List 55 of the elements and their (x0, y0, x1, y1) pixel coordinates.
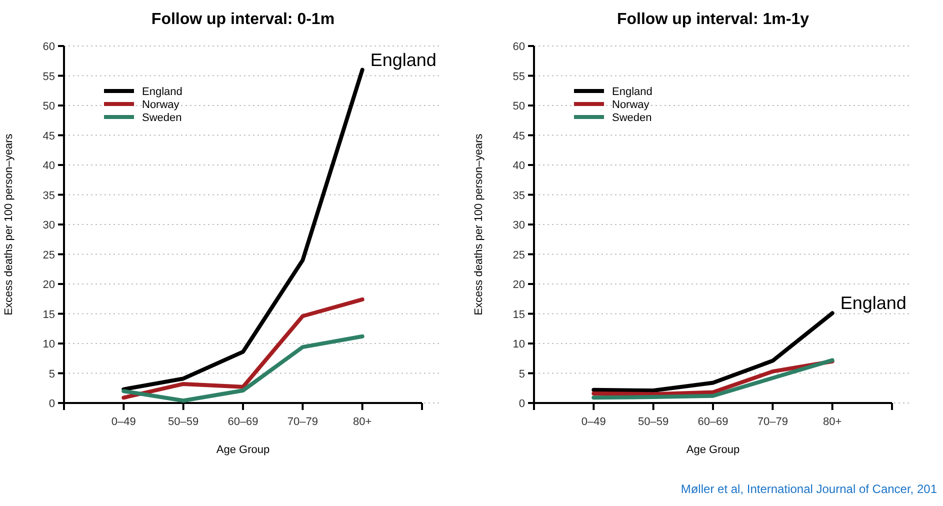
x-tick-label: 60–69 (228, 416, 258, 428)
line-series (122, 334, 364, 403)
y-tick-label: 30 (512, 220, 525, 232)
text: Møller et al, International Journal of Cancer, 201 (680, 482, 938, 496)
y-tick-label: 60 (512, 41, 525, 53)
y-tick-label: 20 (512, 279, 525, 291)
y-tick-label: 40 (42, 160, 55, 172)
y-tick-label: 15 (42, 308, 55, 321)
x-axis-title: Age Group (216, 444, 270, 456)
x-tick-label: 80+ (822, 416, 842, 428)
y-tick-label: 40 (512, 160, 525, 172)
x-tick-label: 0–49 (581, 416, 606, 428)
x-tick-label: 70–79 (757, 416, 788, 428)
legend-label: Sweden (142, 112, 182, 124)
y-tick-label: 55 (42, 70, 55, 83)
x-tick-label: 50–59 (638, 416, 669, 428)
annotation: England (840, 293, 906, 314)
x-tick-label: 70–79 (287, 416, 318, 428)
y-tick-label: 0 (48, 398, 55, 410)
x-tick-label: 60–69 (698, 416, 728, 428)
y-tick-label: 60 (42, 41, 55, 53)
y-tick-label: 5 (48, 368, 55, 380)
y-tick-label: 35 (512, 190, 525, 202)
chart-title: Follow up interval: 0-1m (151, 11, 335, 28)
x-tick-label: 0–49 (111, 416, 136, 428)
line-series (122, 297, 364, 400)
y-tick-label: 0 (518, 398, 525, 410)
y-tick-label: 35 (42, 190, 55, 202)
annotation: England (370, 50, 436, 70)
y-tick-label: 10 (42, 338, 55, 350)
legend-label: England (612, 86, 652, 98)
line-series (122, 68, 364, 392)
y-tick-label: 25 (42, 249, 55, 262)
chart-title: Follow up interval: 1m-1y (616, 11, 810, 28)
line-series (592, 311, 834, 393)
legend-label: Norway (612, 99, 650, 111)
y-tick-label: 25 (512, 249, 525, 262)
y-tick-label: 50 (42, 100, 55, 112)
y-tick-label: 10 (512, 338, 525, 350)
legend-label: Sweden (612, 112, 652, 124)
y-tick-label: 15 (512, 308, 525, 321)
y-tick-label: 20 (42, 279, 55, 291)
y-tick-label: 55 (512, 70, 525, 83)
y-tick-label: 5 (518, 368, 525, 380)
x-tick-label: 80+ (352, 416, 372, 428)
legend-label: Norway (142, 99, 180, 111)
y-tick-label: 50 (512, 100, 525, 112)
y-tick-label: 30 (42, 220, 55, 232)
y-tick-label: 45 (512, 130, 525, 142)
x-axis-title: Age Group (686, 444, 740, 456)
y-axis-title: Excess deaths per 100 person–years (3, 133, 15, 316)
y-axis-title: Excess deaths per 100 person–years (473, 133, 485, 316)
y-tick-label: 45 (42, 130, 55, 142)
x-tick-label: 50–59 (168, 416, 199, 428)
legend-label: England (142, 86, 182, 98)
